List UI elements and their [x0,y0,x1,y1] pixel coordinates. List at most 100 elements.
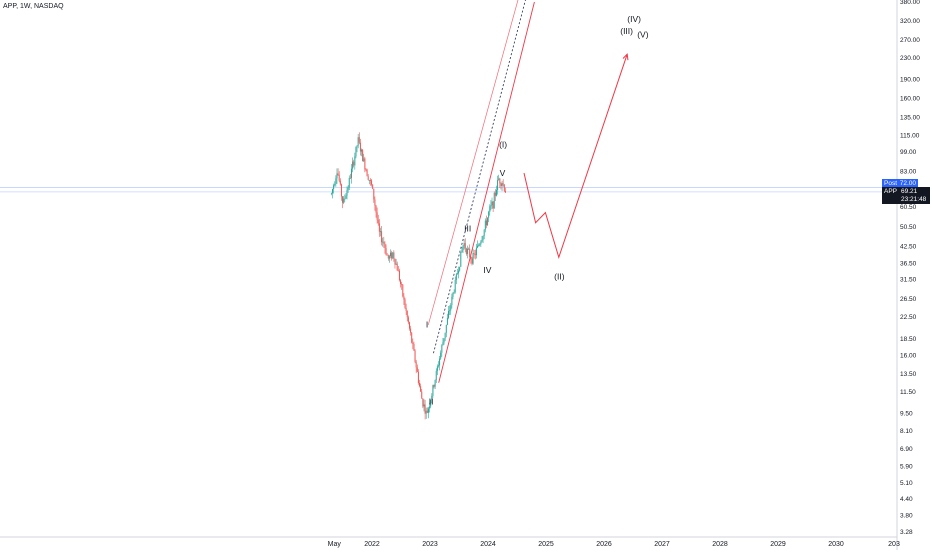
candle-body [345,195,347,199]
candle-body [365,169,367,171]
candle-body [361,149,363,152]
projection-path[interactable] [523,54,628,259]
price-axis-tick: 31.50 [900,277,917,284]
candle-body [491,201,493,206]
projection-arrow-head [622,53,629,61]
candle-body [464,243,466,249]
candle-body [393,252,395,259]
price-axis-tick: 5.90 [900,464,913,471]
candle-body [432,385,434,396]
candle-body [344,198,346,200]
time-axis-tick: 2024 [480,541,496,548]
candle-body [483,229,485,236]
bar-countdown: 23:21:48 [901,196,927,203]
price-axis-tick: 50.50 [900,224,917,231]
candle-body [402,284,404,297]
price-axis-tick: 22.50 [900,314,917,321]
candle-body [429,406,431,409]
channel-midline[interactable] [433,0,529,354]
candle-body [423,404,425,407]
candle-body [495,190,497,196]
candle-body [427,408,429,413]
candle-body [388,256,390,259]
candle-body [442,342,444,346]
candle-body [456,273,458,275]
price-axis-tick: 6.90 [900,446,913,453]
candle-body [375,205,377,213]
price-axis-tick: 83.00 [900,169,917,176]
candle-body [419,382,421,387]
candle-body [437,365,439,367]
time-axis-tick: 2023 [422,541,438,548]
candle-body [482,235,484,240]
price-axis-tick: 8.10 [900,428,913,435]
candle-body [502,183,504,185]
post-market-label: Post [884,180,898,187]
candle-body [330,193,332,195]
candle-body [434,380,436,387]
price-axis-tick: 9.50 [900,410,913,417]
channel-lower-line[interactable] [438,1,535,383]
candle-body [459,266,461,271]
symbol-title: APP, 1W, NASDAQ [3,3,64,10]
price-axis-tick: 230.00 [900,55,920,62]
candle-body [499,178,501,184]
post-market-badge: Post 72.00 [882,179,918,188]
wave-label: (I) [499,140,507,150]
candle-body [338,174,340,181]
wave-label: III [464,224,471,234]
candle-body [451,296,453,306]
candle-body [346,190,348,196]
candle-body [452,292,454,297]
price-axis-tick: 26.50 [900,296,917,303]
post-market-price: 72.00 [899,180,916,187]
candle-body [385,248,387,255]
candle-body [465,248,467,254]
candle-body [468,248,470,250]
candle-body [410,328,412,333]
candle-body [463,243,465,246]
price-axis-tick: 135.00 [900,114,920,121]
candle-body [381,231,383,243]
last-price-badge: APP 69.21 23:21:48 [882,187,930,204]
candle-body [445,324,447,333]
candle-body [485,220,487,226]
candle-body [337,173,339,175]
candle-body [443,338,445,343]
candle-body [404,299,406,308]
candle-body [417,371,419,383]
candle-body [400,280,402,284]
price-axis-tick: 5.10 [900,480,913,487]
candle-body [430,400,432,407]
candle-body [498,178,500,181]
last-price-label: APP [884,188,898,195]
price-axis-tick: 380.00 [900,0,920,6]
candle-body [478,245,480,247]
candle-body [398,270,400,281]
wave-label: I [426,320,428,330]
wave-label: V [500,168,506,178]
candle-body [390,252,392,257]
price-axis-tick: 270.00 [900,37,920,44]
candle-body [466,248,468,254]
candle-body [391,252,393,259]
channel-upper-line[interactable] [427,0,524,326]
candle-body [480,241,482,245]
candle-body [405,307,407,311]
candle-body [444,332,446,339]
time-axis-tick: 2028 [712,541,728,548]
candle-body [369,179,371,181]
candle-body [433,385,435,387]
candle-body [461,250,463,253]
time-axis-tick: 203 [888,541,900,548]
candle-body [450,305,452,311]
wave-label: II [429,396,434,406]
candle-body [356,145,358,147]
wave-label: (III) [620,26,633,36]
candle-body [367,176,369,180]
candle-body [421,391,423,399]
candle-body [336,173,338,179]
time-axis-tick: 2030 [828,541,844,548]
